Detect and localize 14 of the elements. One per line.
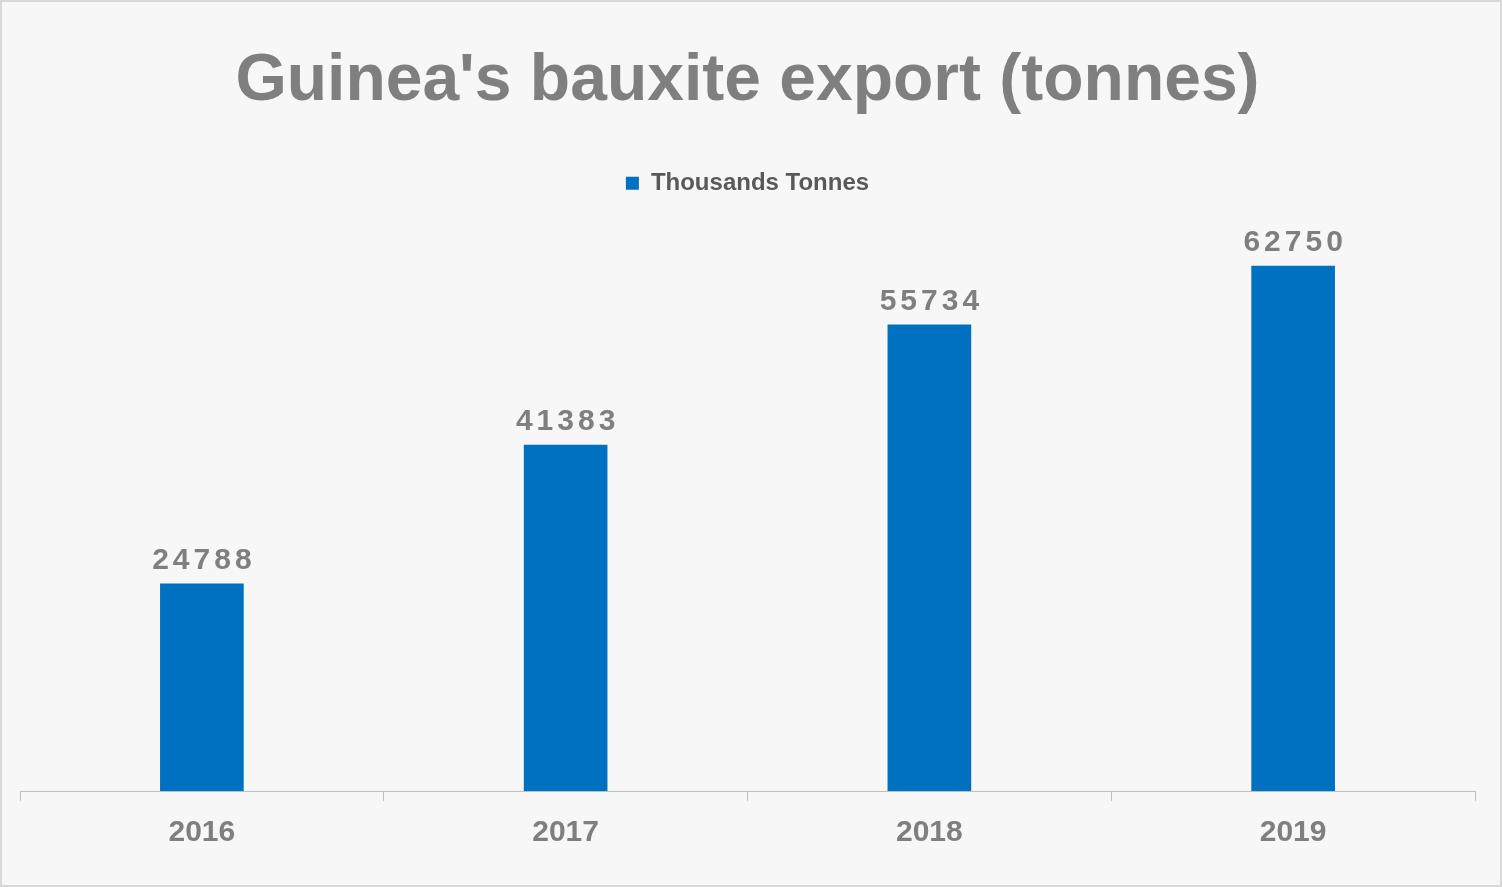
x-tick-label: 2016 — [168, 814, 236, 848]
data-label: 62750 — [1243, 224, 1347, 258]
bar — [523, 444, 608, 791]
data-label: 41383 — [515, 402, 620, 436]
bar — [160, 583, 244, 791]
data-label: 55734 — [879, 282, 984, 316]
x-tick-label: 2017 — [532, 814, 599, 848]
bar — [887, 324, 972, 791]
chart-title: Guinea's bauxite export (tonnes) — [235, 39, 1260, 114]
x-tick-label: 2018 — [896, 814, 963, 848]
x-tick-label: 2019 — [1259, 814, 1327, 848]
bar — [1251, 265, 1335, 791]
legend-label: Thousands Tonnes — [650, 167, 870, 195]
data-label: 24788 — [152, 541, 256, 575]
